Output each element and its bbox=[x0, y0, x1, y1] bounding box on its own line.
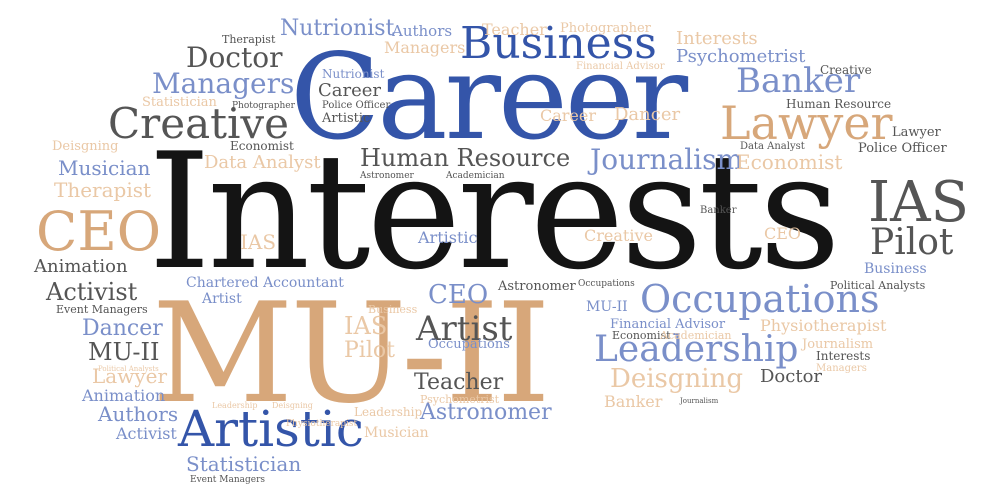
word-political-analysts-small: Political Analysts bbox=[98, 365, 159, 373]
word-creative-mid: Creative bbox=[584, 226, 653, 245]
word-leadership-mid: Leadership bbox=[354, 405, 423, 419]
word-human-resource: Human Resource bbox=[360, 144, 571, 172]
word-lawyer: Lawyer bbox=[720, 96, 893, 150]
word-business-small: Business bbox=[368, 303, 418, 316]
word-statistician-left: Statistician bbox=[142, 95, 217, 110]
word-ceo-small: CEO bbox=[764, 224, 802, 243]
word-data-analyst-left: Data Analyst bbox=[204, 152, 321, 173]
word-police-officer-right: Police Officer bbox=[858, 141, 947, 156]
word-mu-ii-left: MU-II bbox=[88, 338, 160, 366]
word-leadership: Leadership bbox=[594, 329, 799, 370]
word-interests-small: Interests bbox=[816, 349, 871, 363]
word-human-resource-small: Human Resource bbox=[786, 97, 892, 111]
word-statistician: Statistician bbox=[186, 452, 302, 476]
word-academician-mid: Academician bbox=[660, 329, 732, 342]
word-doctor-left: Doctor bbox=[186, 41, 283, 74]
word-artist-center: Artist bbox=[416, 309, 513, 349]
word-journalism-right: Journalism bbox=[802, 337, 874, 352]
word-nutrionist-small: Nutrionist bbox=[322, 67, 385, 81]
word-financial-advisor-top: Financial Advisor bbox=[576, 61, 665, 72]
word-mu-ii: MU-II bbox=[152, 273, 551, 434]
word-career-mid: Career bbox=[540, 106, 597, 125]
word-chartered-accountant: Chartered Accountant bbox=[186, 275, 344, 291]
word-musician-bottom: Musician bbox=[364, 425, 429, 441]
word-activist-bottom: Activist bbox=[116, 424, 177, 443]
word-therapist-left: Therapist bbox=[54, 178, 152, 202]
word-leadership-small: Leadership bbox=[212, 401, 258, 410]
word-banker-top: Banker bbox=[736, 61, 861, 101]
word-business-right: Business bbox=[864, 261, 927, 277]
word-political-analysts: Political Analysts bbox=[830, 279, 926, 292]
word-career-small: Career bbox=[318, 80, 382, 101]
word-occupations-center: Occupations bbox=[428, 337, 510, 352]
word-deisgning-left: Deisgning bbox=[52, 139, 119, 154]
word-psychometrist-top: Psychometrist bbox=[676, 46, 806, 67]
word-academician-small: Academician bbox=[446, 171, 505, 181]
word-ias-right: IAS bbox=[868, 170, 969, 235]
word-therapist-top: Therapist bbox=[222, 33, 276, 46]
word-mu-ii-small-right: MU-II bbox=[586, 299, 628, 315]
word-physiotherapist-small: Physiotherapist bbox=[286, 419, 358, 429]
word-journalism-small: Journalism bbox=[680, 397, 719, 405]
word-dancer-left: Dancer bbox=[82, 316, 163, 341]
word-deisgning-center: Deisgning bbox=[610, 364, 743, 394]
word-artistic-mid: Artistic bbox=[418, 228, 478, 247]
word-animation-left: Animation bbox=[34, 256, 128, 277]
word-teacher-top: Teacher bbox=[482, 20, 547, 39]
word-data-analyst-right: Data Analyst bbox=[740, 141, 805, 152]
word-occupations-small: Occupations bbox=[578, 279, 635, 289]
word-event-managers-left: Event Managers bbox=[56, 303, 148, 316]
word-astronomer: Astronomer bbox=[420, 400, 552, 425]
word-economist-small: Economist bbox=[612, 329, 671, 342]
word-astronomer-center: Astronomer bbox=[498, 279, 576, 294]
word-pilot-right: Pilot bbox=[870, 222, 954, 263]
word-economist-right: Economist bbox=[736, 150, 843, 174]
word-dancer-top: Dancer bbox=[614, 104, 681, 125]
word-creative-top: Creative bbox=[820, 63, 872, 77]
word-musician-left: Musician bbox=[58, 156, 151, 180]
word-doctor-right: Doctor bbox=[760, 366, 823, 387]
word-artistic: Artistic bbox=[178, 400, 364, 458]
word-artist-small: Artist bbox=[202, 291, 242, 307]
word-artistic-small: Artistic bbox=[322, 111, 371, 126]
word-deisgning-small: Deisgning bbox=[272, 401, 313, 410]
word-financial-advisor-mid: Financial Advisor bbox=[610, 317, 726, 332]
word-journalism: Journalism bbox=[590, 143, 744, 176]
word-banker-small: Banker bbox=[700, 205, 737, 216]
word-teacher-center: Teacher bbox=[414, 370, 504, 395]
word-photographer-small: Photographer bbox=[232, 101, 295, 111]
word-interests: Interests bbox=[148, 118, 841, 305]
word-economist-left: Economist bbox=[230, 139, 294, 153]
word-activist-left: Activist bbox=[46, 278, 138, 306]
word-pilot-center: Pilot bbox=[344, 338, 395, 363]
word-creative-left: Creative bbox=[108, 99, 290, 148]
word-psychometrist-small: Psychometrist bbox=[420, 393, 500, 406]
word-event-managers-bottom: Event Managers bbox=[190, 475, 266, 485]
word-ias-center: IAS bbox=[344, 312, 388, 340]
word-photographer-top: Photographer bbox=[560, 21, 651, 36]
word-nutrionist-top: Nutrionist bbox=[280, 16, 395, 41]
word-authors-left: Authors bbox=[98, 402, 179, 426]
word-ias-small: IAS bbox=[240, 230, 277, 254]
word-police-officer-small: Police Officer bbox=[322, 100, 391, 111]
word-astronomer-small: Astronomer bbox=[360, 171, 414, 181]
word-managers-top: Managers bbox=[384, 38, 466, 57]
word-managers-left: Managers bbox=[152, 67, 295, 100]
word-lawyer-left: Lawyer bbox=[92, 364, 168, 388]
word-business-top: Business bbox=[460, 18, 657, 69]
word-ceo-left: CEO bbox=[36, 200, 162, 263]
word-ceo-center: CEO bbox=[428, 280, 489, 310]
word-managers-small: Managers bbox=[816, 363, 867, 374]
word-lawyer-small: Lawyer bbox=[892, 125, 941, 140]
word-career: Career bbox=[290, 28, 688, 166]
word-occupations: Occupations bbox=[640, 277, 880, 321]
word-interests-top: Interests bbox=[676, 28, 758, 49]
word-animation-left-2: Animation bbox=[82, 386, 166, 405]
word-banker-bottom: Banker bbox=[604, 392, 663, 411]
word-physiotherapist-right: Physiotherapist bbox=[760, 316, 887, 335]
word-authors-top: Authors bbox=[392, 22, 453, 40]
